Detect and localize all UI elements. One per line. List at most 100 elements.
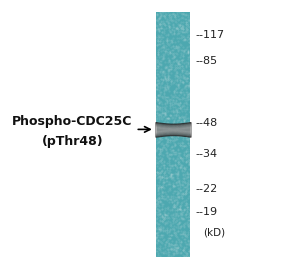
Point	[180, 232, 184, 237]
Point	[180, 131, 185, 135]
Point	[186, 249, 191, 253]
Point	[155, 12, 160, 16]
Point	[169, 127, 173, 131]
Point	[173, 46, 177, 50]
Point	[169, 172, 173, 176]
Point	[181, 217, 185, 221]
Point	[166, 52, 170, 56]
Point	[182, 199, 187, 203]
Point	[165, 138, 170, 142]
Point	[186, 60, 190, 64]
Point	[186, 137, 190, 141]
Point	[180, 234, 184, 239]
Point	[157, 227, 162, 231]
Point	[158, 136, 162, 140]
Point	[163, 15, 167, 20]
Point	[162, 221, 167, 225]
Point	[180, 166, 184, 170]
Point	[179, 48, 183, 52]
Point	[186, 93, 190, 97]
Point	[162, 111, 167, 115]
Point	[179, 58, 184, 62]
Point	[173, 157, 177, 162]
Point	[187, 220, 192, 225]
Point	[187, 251, 192, 255]
Point	[167, 97, 171, 101]
Point	[164, 98, 168, 102]
Point	[177, 155, 182, 159]
Point	[184, 215, 188, 220]
Point	[164, 247, 169, 251]
Text: --117: --117	[195, 30, 224, 40]
Point	[165, 83, 169, 88]
Point	[178, 205, 182, 209]
Point	[162, 210, 166, 214]
Point	[168, 50, 172, 54]
Point	[170, 100, 174, 104]
Point	[167, 153, 171, 157]
Point	[160, 238, 165, 242]
Point	[162, 173, 166, 177]
Point	[163, 176, 168, 180]
Point	[156, 125, 161, 130]
Point	[180, 64, 185, 68]
Point	[162, 111, 166, 115]
Point	[179, 144, 183, 148]
Point	[186, 141, 190, 145]
Point	[170, 32, 174, 36]
Point	[161, 226, 166, 230]
Point	[167, 77, 171, 82]
Point	[185, 147, 189, 151]
Point	[166, 140, 171, 144]
Point	[167, 241, 172, 245]
Point	[166, 126, 171, 130]
Point	[184, 20, 188, 24]
Point	[172, 46, 177, 50]
Point	[181, 30, 185, 35]
Point	[186, 96, 191, 101]
Point	[183, 167, 187, 171]
Point	[177, 153, 181, 157]
Point	[179, 165, 184, 169]
Point	[166, 20, 170, 24]
Point	[183, 253, 187, 258]
Point	[155, 98, 159, 103]
Point	[158, 185, 163, 189]
Point	[160, 229, 165, 233]
Point	[177, 232, 182, 237]
Point	[156, 107, 160, 111]
Point	[158, 173, 162, 178]
Point	[175, 189, 179, 193]
Point	[155, 216, 159, 220]
Point	[178, 185, 183, 189]
Point	[174, 245, 179, 249]
Point	[154, 201, 159, 206]
Point	[170, 219, 175, 223]
Point	[163, 125, 168, 130]
Point	[186, 154, 191, 158]
Point	[156, 192, 161, 196]
Point	[162, 106, 167, 111]
Point	[155, 183, 159, 187]
Point	[155, 87, 159, 91]
Point	[166, 122, 170, 127]
Point	[185, 222, 189, 226]
Point	[168, 62, 172, 66]
Point	[157, 195, 161, 199]
Point	[159, 184, 164, 188]
Point	[161, 72, 166, 76]
Point	[172, 54, 177, 58]
Point	[188, 29, 192, 33]
Point	[158, 14, 162, 18]
Point	[179, 164, 183, 169]
Point	[170, 95, 174, 100]
Point	[186, 125, 190, 129]
Point	[159, 69, 164, 73]
Point	[160, 111, 164, 115]
Point	[154, 204, 158, 209]
Point	[161, 56, 166, 60]
Point	[176, 224, 181, 228]
Point	[173, 230, 178, 234]
Point	[166, 169, 171, 174]
Point	[184, 201, 188, 205]
